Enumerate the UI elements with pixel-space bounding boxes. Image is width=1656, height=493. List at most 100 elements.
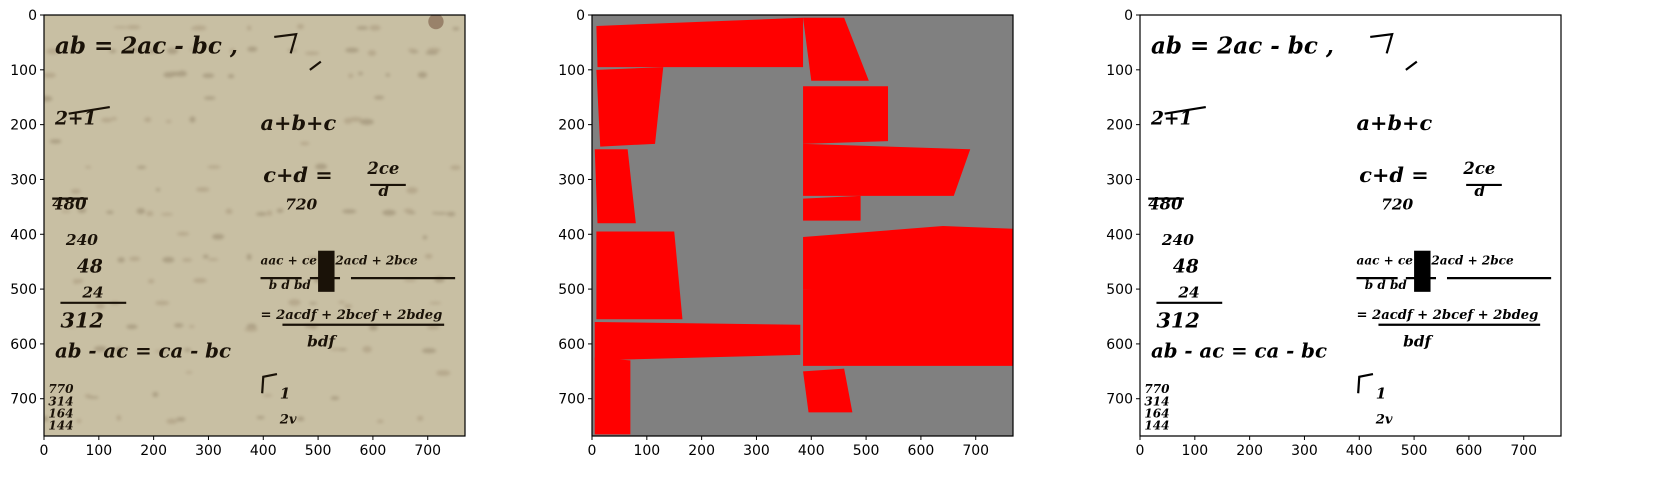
x-tick-label: 700 bbox=[962, 443, 989, 459]
stain bbox=[246, 25, 252, 31]
stain bbox=[144, 117, 152, 123]
tally-number: 770 bbox=[1144, 382, 1170, 396]
stain bbox=[176, 417, 186, 422]
stain bbox=[77, 207, 87, 213]
handwritten-expression: 480 bbox=[1148, 195, 1183, 214]
handwritten-expression: 24 bbox=[1177, 283, 1199, 301]
binarized-background bbox=[1140, 15, 1561, 436]
y-tick-label: 600 bbox=[1106, 337, 1133, 353]
stain bbox=[374, 95, 385, 100]
x-tick-label: 300 bbox=[1291, 443, 1318, 459]
stain bbox=[136, 165, 147, 169]
stain bbox=[46, 48, 60, 55]
handwritten-expression: d bbox=[1474, 182, 1485, 200]
stain bbox=[68, 325, 76, 329]
stain bbox=[362, 345, 372, 353]
stain bbox=[70, 188, 81, 194]
stain bbox=[155, 300, 170, 306]
stain bbox=[300, 141, 310, 146]
stain bbox=[155, 188, 161, 192]
handwritten-expression: 720 bbox=[1381, 196, 1413, 214]
stain bbox=[407, 48, 416, 52]
handwritten-expression: 240 bbox=[1161, 231, 1194, 249]
handwritten-expression: b d bd bbox=[269, 278, 312, 292]
x-tick-label: 400 bbox=[250, 443, 277, 459]
y-tick-label: 600 bbox=[10, 337, 37, 353]
stain bbox=[154, 349, 169, 353]
x-tick-label: 200 bbox=[140, 443, 167, 459]
x-tick-label: 0 bbox=[40, 443, 49, 459]
x-tick-label: 0 bbox=[1136, 443, 1145, 459]
stain bbox=[266, 210, 273, 216]
x-tick-label: 500 bbox=[1401, 443, 1428, 459]
stain bbox=[95, 303, 105, 309]
x-tick-label: 300 bbox=[195, 443, 222, 459]
y-tick-label: 200 bbox=[1106, 118, 1133, 134]
handwritten-expression: 240 bbox=[65, 231, 98, 249]
stain bbox=[182, 258, 193, 262]
handwritten-expression: 2ce bbox=[366, 159, 399, 178]
y-tick-label: 300 bbox=[558, 172, 585, 188]
mask-region bbox=[803, 286, 1013, 366]
tally-number: 314 bbox=[1144, 394, 1169, 408]
ink-mark bbox=[1357, 372, 1374, 394]
y-tick-label: 100 bbox=[10, 63, 37, 79]
stain bbox=[126, 47, 139, 53]
stain bbox=[174, 323, 184, 328]
ink-mark bbox=[1370, 32, 1418, 71]
stain bbox=[163, 72, 175, 78]
x-tick-label: 500 bbox=[853, 443, 880, 459]
y-tick-label: 300 bbox=[10, 172, 37, 188]
stain bbox=[424, 253, 433, 259]
stain bbox=[161, 213, 173, 216]
stain bbox=[385, 73, 391, 77]
y-tick-label: 500 bbox=[558, 282, 585, 298]
panel-axes: 0 100 200 300 400 500 600 700 0 100 200 300 400 500 60… bbox=[558, 8, 989, 459]
mask-region bbox=[596, 67, 664, 147]
stain bbox=[126, 25, 141, 30]
stain bbox=[113, 26, 129, 29]
stain bbox=[109, 49, 117, 54]
fraction-bar bbox=[1164, 106, 1206, 115]
stain bbox=[110, 117, 118, 121]
stain bbox=[305, 51, 320, 55]
stain bbox=[44, 72, 56, 78]
x-tick-label: 600 bbox=[360, 443, 387, 459]
stain bbox=[212, 233, 225, 240]
stain bbox=[207, 165, 221, 169]
stain bbox=[167, 47, 178, 55]
stain bbox=[44, 95, 53, 102]
ink-blot bbox=[1414, 250, 1431, 292]
tally-number: 164 bbox=[48, 406, 73, 420]
stain bbox=[369, 324, 378, 331]
mask-region bbox=[803, 17, 869, 81]
stain bbox=[307, 256, 321, 260]
handwritten-expression: 2v bbox=[279, 412, 297, 427]
tally-number: 144 bbox=[48, 418, 73, 432]
manuscript-image: ab = 2ac - bc , 2+1 a+b+c c+d = 2ce d 480 720 24… bbox=[44, 15, 465, 436]
stain bbox=[425, 50, 439, 55]
ink-blot bbox=[318, 250, 335, 292]
stain bbox=[403, 278, 417, 282]
mask-region bbox=[596, 231, 683, 320]
handwritten-expression: 24 bbox=[81, 283, 103, 301]
x-tick-label: 100 bbox=[85, 443, 112, 459]
y-tick-label: 700 bbox=[10, 392, 37, 408]
stain bbox=[309, 302, 318, 305]
stain bbox=[188, 325, 195, 328]
x-tick-label: 200 bbox=[688, 443, 715, 459]
handwritten-expression: b d bd bbox=[1365, 278, 1408, 292]
handwritten-expression: aac + ce = 2acd + 2bce bbox=[1357, 253, 1514, 267]
stain bbox=[255, 212, 267, 216]
handwritten-expression: 312 bbox=[1156, 307, 1199, 332]
handwritten-expression: a+b+c bbox=[1357, 110, 1433, 135]
stain bbox=[263, 394, 273, 397]
mask-region bbox=[803, 226, 1013, 290]
handwritten-expression: c+d = bbox=[1359, 162, 1428, 187]
stain bbox=[432, 211, 438, 215]
y-tick-label: 400 bbox=[10, 227, 37, 243]
stain bbox=[229, 48, 235, 53]
x-tick-label: 700 bbox=[1510, 443, 1537, 459]
stain bbox=[450, 165, 461, 170]
